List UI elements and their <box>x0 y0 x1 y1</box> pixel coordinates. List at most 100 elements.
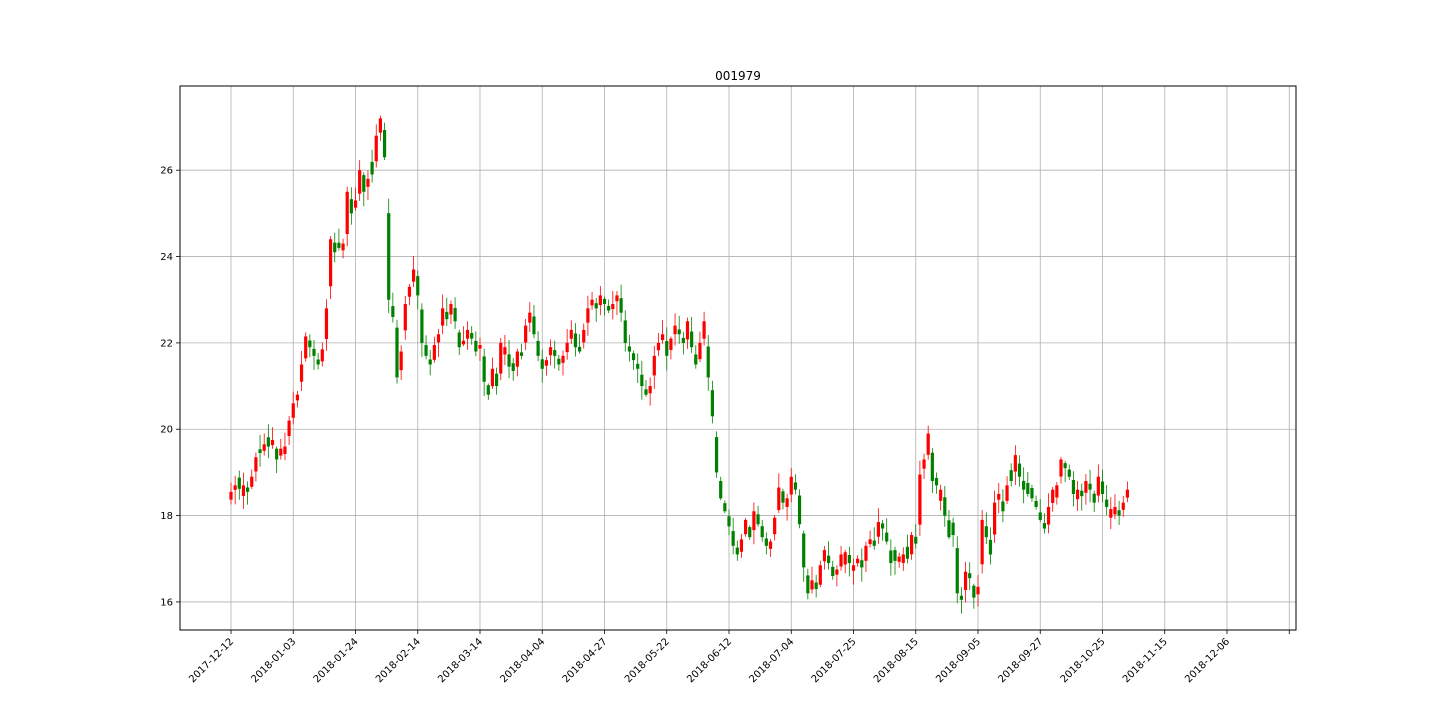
candle-body <box>1034 500 1038 507</box>
candle-body <box>295 394 299 401</box>
candle-up <box>698 331 702 363</box>
candle-body <box>1088 483 1092 490</box>
candle-body <box>756 514 760 525</box>
candle-up <box>250 469 254 490</box>
candle-body <box>320 349 324 362</box>
candle-up <box>785 493 789 521</box>
candle-down <box>706 335 710 391</box>
candle-up <box>436 328 441 357</box>
candle-up <box>561 350 565 376</box>
candle-body <box>947 520 951 538</box>
candle-body <box>764 538 768 546</box>
candle-body <box>781 491 785 503</box>
candle-body <box>578 346 582 352</box>
candle-body <box>955 548 959 594</box>
candle-body <box>619 298 623 313</box>
candle-body <box>329 239 333 287</box>
candle-up <box>283 432 287 461</box>
candle-down <box>885 518 889 545</box>
candle-down <box>391 292 395 323</box>
candle-up <box>868 530 872 548</box>
candle-body <box>1113 506 1117 515</box>
candle-body <box>735 547 739 555</box>
candle-up <box>449 300 453 325</box>
candle-down <box>760 519 764 542</box>
candle-up <box>611 290 615 320</box>
candle-body <box>1092 493 1096 503</box>
candle-body <box>789 476 793 495</box>
candle-body <box>1059 459 1063 477</box>
y-tick-label: 18 <box>160 511 173 522</box>
candle-body <box>806 575 810 594</box>
candle-up <box>1121 495 1125 517</box>
candle-down <box>623 310 627 352</box>
candle-down <box>930 448 934 493</box>
candle-down <box>955 536 959 604</box>
candle-up <box>739 533 744 558</box>
candle-up <box>744 518 748 537</box>
candle-down <box>495 367 499 395</box>
candle-down <box>959 587 963 614</box>
candle-up <box>358 160 362 201</box>
candle-up <box>835 565 839 587</box>
candle-body <box>980 519 984 565</box>
candle-body <box>976 586 980 595</box>
candle-up <box>768 538 773 557</box>
candle-body <box>445 311 449 320</box>
candle-body <box>382 130 387 158</box>
candle-body <box>470 333 474 339</box>
candle-body <box>279 448 283 456</box>
candle-up <box>939 484 943 511</box>
candle-down <box>1080 483 1084 511</box>
candle-body <box>918 474 922 525</box>
candle-down <box>607 299 611 314</box>
candle-body <box>412 269 416 282</box>
candle-body <box>233 485 237 490</box>
candle-down <box>731 517 735 555</box>
candle-body <box>785 498 789 507</box>
candle-body <box>341 243 345 251</box>
candle-up <box>901 547 905 571</box>
candle-down <box>847 546 851 577</box>
candle-up <box>374 124 378 168</box>
candle-down <box>984 512 988 545</box>
chart-title: 001979 <box>715 69 761 83</box>
candle-body <box>465 329 470 339</box>
candle-body <box>399 351 403 371</box>
candle-body <box>362 175 366 192</box>
candle-body <box>519 352 524 356</box>
candle-body <box>661 334 665 341</box>
candle-body <box>370 161 374 175</box>
candle-down <box>631 350 636 370</box>
candle-body <box>1042 523 1046 529</box>
candle-up <box>582 323 586 349</box>
candle-up <box>661 320 665 344</box>
candle-body <box>1017 463 1022 477</box>
candle-body <box>623 320 627 343</box>
candle-down <box>690 316 694 353</box>
candle-up <box>1096 464 1100 503</box>
candle-down <box>860 548 864 582</box>
candle-down <box>714 431 719 478</box>
candle-up <box>270 427 275 449</box>
candle-down <box>1001 489 1005 523</box>
candle-body <box>416 276 420 296</box>
candle-body <box>432 345 436 360</box>
candle-down <box>482 348 486 397</box>
candle-body <box>482 356 486 382</box>
candle-body <box>532 316 536 335</box>
candle-body <box>835 569 839 575</box>
candle-body <box>1046 506 1051 525</box>
candle-body <box>797 495 802 525</box>
candle-up <box>648 377 652 406</box>
candle-down <box>1042 513 1046 534</box>
candle-up <box>997 482 1001 514</box>
candle-body <box>374 135 378 162</box>
candle-down <box>416 270 420 310</box>
candle-body <box>677 329 681 335</box>
candle-up <box>407 284 412 306</box>
candle-down <box>748 525 752 541</box>
candle-body <box>1038 512 1042 520</box>
candle-body <box>316 359 320 365</box>
candle-down <box>914 524 918 549</box>
